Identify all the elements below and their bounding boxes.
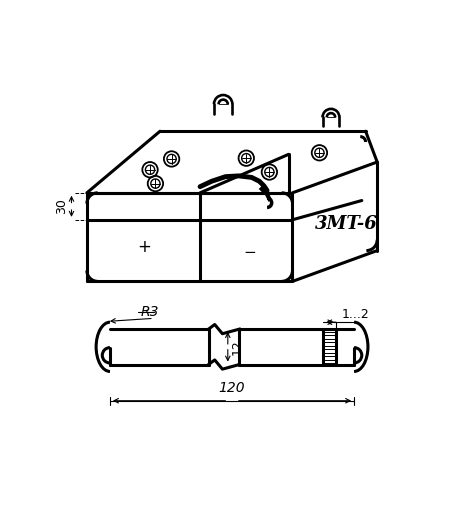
Text: 3MT-6: 3MT-6	[314, 215, 377, 233]
Text: 120: 120	[218, 381, 245, 395]
Text: +: +	[137, 238, 151, 256]
Text: 30: 30	[55, 198, 68, 214]
Text: R3: R3	[140, 305, 159, 319]
Text: 12: 12	[230, 339, 244, 354]
Text: −: −	[243, 246, 256, 261]
Text: 1...2: 1...2	[341, 308, 368, 321]
